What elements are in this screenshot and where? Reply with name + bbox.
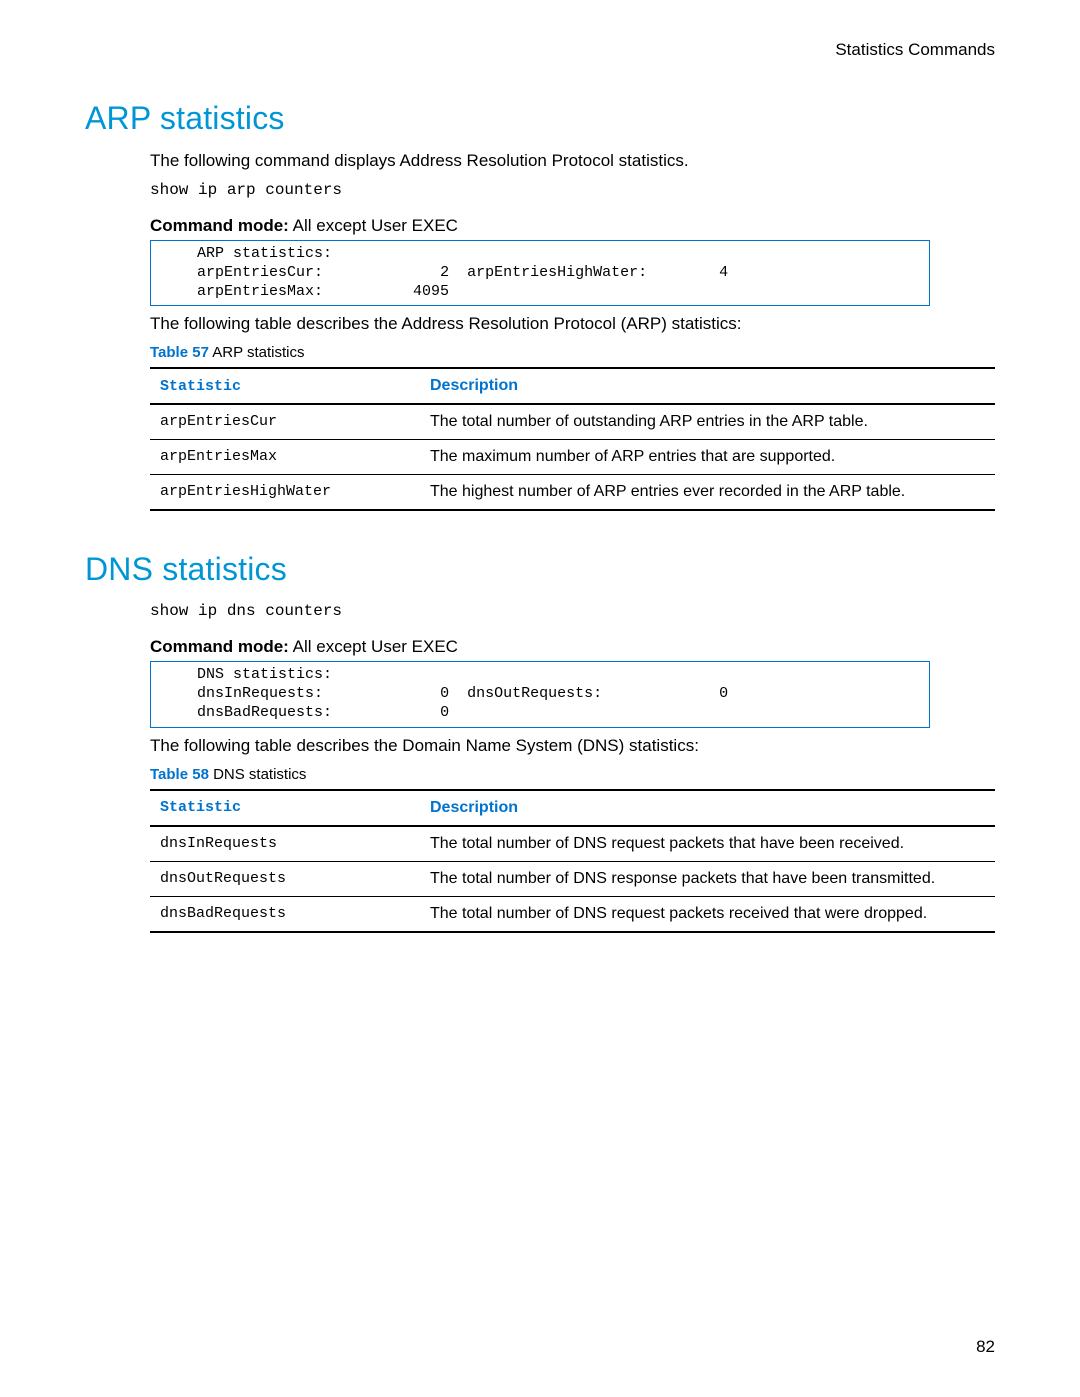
dns-out-r2c1v: 0 [440,704,449,721]
dns-r2-desc: The total number of DNS request packets … [420,896,995,932]
dns-th-statistic: Statistic [150,790,420,826]
dns-out-r1c1l: dnsInRequests: [197,685,323,702]
arp-intro-text: The following command displays Address R… [85,151,995,171]
arp-mode-value: All except User EXEC [289,216,458,235]
dns-command: show ip dns counters [85,602,995,620]
arp-r0-stat: arpEntriesCur [150,404,420,440]
arp-th-statistic: Statistic [150,368,420,404]
dns-section-title: DNS statistics [85,551,995,588]
table-row: dnsInRequests The total number of DNS re… [150,826,995,862]
arp-output-inner: ARP statistics: arpEntriesCur: 2 arpEntr… [157,245,923,301]
dns-r1-stat: dnsOutRequests [150,861,420,896]
arp-out-title: ARP statistics: [197,245,332,262]
dns-r2-stat: dnsBadRequests [150,896,420,932]
dns-mode-label: Command mode: [150,637,289,656]
dns-r1-desc: The total number of DNS response packets… [420,861,995,896]
dns-caption-label: Table 58 [150,766,209,783]
dns-stats-table: Statistic Description dnsInRequests The … [150,789,995,933]
arp-table-intro: The following table describes the Addres… [85,314,995,334]
dns-command-mode: Command mode: All except User EXEC [85,637,995,657]
arp-mode-label: Command mode: [150,216,289,235]
arp-th-description: Description [420,368,995,404]
dns-out-r2c1l: dnsBadRequests: [197,704,332,721]
dns-table-intro: The following table describes the Domain… [85,736,995,756]
arp-r1-stat: arpEntriesMax [150,440,420,475]
dns-r0-desc: The total number of DNS request packets … [420,826,995,862]
arp-table-caption: Table 57 ARP statistics [85,344,995,361]
dns-caption-text: DNS statistics [209,766,307,783]
arp-out-r1c2v: 4 [719,264,728,281]
arp-out-r1c1l: arpEntriesCur: [197,264,323,281]
dns-output-box: DNS statistics: dnsInRequests: 0 dnsOutR… [150,661,930,727]
arp-r2-desc: The highest number of ARP entries ever r… [420,475,995,511]
arp-out-r1c1v: 2 [440,264,449,281]
table-row: arpEntriesHighWater The highest number o… [150,475,995,511]
table-header-row: Statistic Description [150,368,995,404]
arp-caption-text: ARP statistics [209,344,305,361]
arp-r1-desc: The maximum number of ARP entries that a… [420,440,995,475]
dns-r0-stat: dnsInRequests [150,826,420,862]
arp-command: show ip arp counters [85,181,995,199]
arp-stats-table: Statistic Description arpEntriesCur The … [150,367,995,511]
arp-out-r1c2l: arpEntriesHighWater: [467,264,647,281]
dns-out-r1c2v: 0 [719,685,728,702]
arp-r2-stat: arpEntriesHighWater [150,475,420,511]
dns-table-caption: Table 58 DNS statistics [85,766,995,783]
table-row: arpEntriesCur The total number of outsta… [150,404,995,440]
dns-mode-value: All except User EXEC [289,637,458,656]
arp-section-title: ARP statistics [85,100,995,137]
arp-command-mode: Command mode: All except User EXEC [85,216,995,236]
page-number: 82 [976,1337,995,1357]
arp-caption-label: Table 57 [150,344,209,361]
page-header-category: Statistics Commands [85,40,995,60]
table-row: arpEntriesMax The maximum number of ARP … [150,440,995,475]
page-container: Statistics Commands ARP statistics The f… [0,0,1080,1397]
dns-out-title: DNS statistics: [197,666,332,683]
table-row: dnsBadRequests The total number of DNS r… [150,896,995,932]
table-row: dnsOutRequests The total number of DNS r… [150,861,995,896]
table-header-row: Statistic Description [150,790,995,826]
dns-out-r1c1v: 0 [440,685,449,702]
dns-output-inner: DNS statistics: dnsInRequests: 0 dnsOutR… [157,666,923,722]
arp-r0-desc: The total number of outstanding ARP entr… [420,404,995,440]
arp-output-box: ARP statistics: arpEntriesCur: 2 arpEntr… [150,240,930,306]
arp-out-r2c1l: arpEntriesMax: [197,283,323,300]
dns-out-r1c2l: dnsOutRequests: [467,685,602,702]
dns-th-description: Description [420,790,995,826]
arp-out-r2c1v: 4095 [413,283,449,300]
